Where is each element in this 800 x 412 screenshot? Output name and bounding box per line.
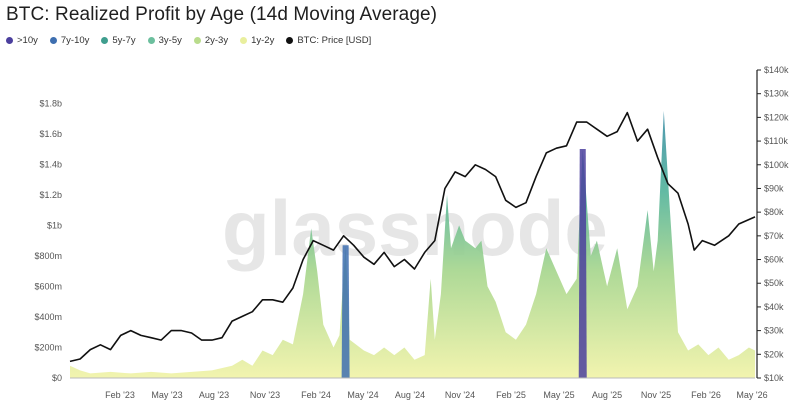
- x-tick-label: Aug '24: [395, 390, 425, 400]
- y-right-tick-label: $60k: [764, 255, 784, 265]
- y-right-tick-label: $100k: [764, 160, 789, 170]
- x-tick-label: May '25: [543, 390, 574, 400]
- legend-label: BTC: Price [USD]: [297, 35, 372, 46]
- x-tick-label: Nov '25: [641, 390, 671, 400]
- x-tick-label: Feb '25: [496, 390, 526, 400]
- legend-item[interactable]: 1y-2y: [240, 35, 274, 46]
- legend-item[interactable]: 5y-7y: [101, 35, 136, 46]
- cohort-spike: [578, 149, 587, 378]
- legend: >10y 7y-10y 5y-7y 3y-5y 2y-3y 1y-2y BTC:…: [6, 35, 371, 46]
- legend-swatch: [101, 37, 109, 44]
- btc-price-line: [69, 111, 756, 363]
- legend-label: 7y-10y: [60, 35, 90, 46]
- y-left-tick-label: $1.4b: [39, 159, 62, 169]
- legend-swatch: [49, 37, 57, 44]
- y-left-tick-label: $600m: [34, 281, 62, 291]
- legend-item[interactable]: 7y-10y: [49, 35, 90, 46]
- y-right-tick-label: $140k: [764, 65, 789, 75]
- y-right-tick-label: $10k: [764, 373, 784, 383]
- legend-item[interactable]: 3y-5y: [147, 35, 182, 46]
- x-tick-label: Aug '23: [199, 390, 229, 400]
- x-tick-label: May '23: [151, 390, 182, 400]
- x-tick-label: Feb '23: [105, 390, 135, 400]
- x-tick-label: Aug '25: [592, 390, 622, 400]
- x-tick-label: May '24: [347, 390, 378, 400]
- y-right-tick-label: $110k: [764, 136, 788, 146]
- y-left-tick-label: $200m: [34, 342, 62, 352]
- legend-swatch: [286, 37, 294, 44]
- y-right-tick-label: $20k: [764, 349, 784, 359]
- x-tick-label: Nov '24: [445, 390, 475, 400]
- legend-swatch: [147, 37, 155, 44]
- y-right-tick-label: $130k: [764, 89, 789, 99]
- y-right-tick-label: $80k: [764, 207, 784, 217]
- legend-label: 2y-3y: [204, 35, 229, 46]
- y-left-tick-label: $1.8b: [39, 98, 62, 108]
- y-right-tick-label: $30k: [764, 326, 784, 336]
- y-right-tick-label: $90k: [764, 183, 784, 193]
- y-right-tick-label: $70k: [764, 231, 784, 241]
- y-left-tick-label: $1b: [47, 220, 62, 230]
- legend-label: >10y: [17, 35, 38, 46]
- cohort-spike: [341, 245, 350, 378]
- x-tick-label: Nov '23: [250, 390, 280, 400]
- y-left-tick-label: $1.6b: [39, 129, 62, 139]
- legend-swatch: [240, 37, 248, 44]
- legend-swatch: [193, 37, 201, 44]
- x-tick-label: May '26: [736, 390, 767, 400]
- y-right-tick-label: $50k: [764, 278, 784, 288]
- watermark: glassnode: [222, 184, 608, 272]
- x-tick-label: Feb '26: [691, 390, 721, 400]
- y-left-tick-label: $0: [52, 373, 62, 383]
- legend-label: 3y-5y: [158, 35, 182, 46]
- legend-label: 5y-7y: [112, 35, 136, 46]
- y-right-tick-label: $120k: [764, 112, 789, 122]
- legend-label: 1y-2y: [251, 35, 275, 46]
- chart-title: BTC: Realized Profit by Age (14d Moving …: [6, 4, 438, 25]
- y-left-tick-label: $400m: [34, 312, 62, 322]
- y-right-tick-label: $40k: [764, 302, 784, 312]
- legend-item[interactable]: >10y: [6, 35, 38, 46]
- legend-item[interactable]: BTC: Price [USD]: [286, 35, 371, 46]
- x-tick-label: Feb '24: [301, 390, 331, 400]
- y-left-tick-label: $1.2b: [39, 190, 62, 200]
- y-left-tick-label: $800m: [34, 251, 62, 261]
- legend-swatch: [6, 37, 13, 44]
- legend-item[interactable]: 2y-3y: [193, 35, 229, 46]
